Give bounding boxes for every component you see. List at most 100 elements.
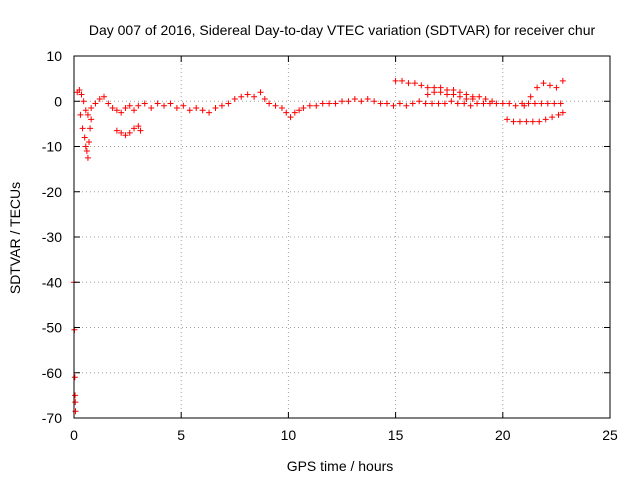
tick-labels: 0 5 10 15 20 25 -70 -60 -50 -40 -30 -20 -10 0 10 [42,48,618,443]
data-point [435,100,442,107]
data-point [251,93,258,100]
x-tick-label: 0 [70,427,78,443]
data-point [278,105,285,112]
data-point [553,84,560,91]
data-point [257,89,264,96]
data-points [71,77,566,415]
data-point [122,105,129,112]
data-point [199,107,206,114]
data-point [118,129,125,136]
data-point [351,95,358,102]
data-point [272,102,279,109]
data-point [504,116,511,123]
y-tick-label: -30 [42,229,62,245]
data-point [84,154,91,161]
data-point [71,374,78,381]
data-point [534,84,541,91]
data-point [345,98,352,105]
data-point [266,100,273,107]
data-point [549,114,556,121]
data-point [429,100,436,107]
data-point [424,91,431,98]
data-point [437,89,444,96]
data-point [384,100,391,107]
data-point [529,118,536,125]
data-point [527,93,534,100]
data-point [390,102,397,109]
data-point [358,98,365,105]
data-point [559,77,566,84]
data-point [551,100,558,107]
axis-ticks [73,55,611,419]
data-point [218,102,225,109]
data-point [525,100,532,107]
data-point [469,95,476,102]
data-point [122,132,129,139]
data-point [444,91,451,98]
data-point [557,100,564,107]
data-point [283,109,290,116]
data-point [339,98,345,105]
data-point [231,95,238,102]
x-tick-label: 20 [495,427,511,443]
data-point [167,100,174,107]
data-point [92,100,99,107]
data-point [88,116,95,123]
data-point [441,100,448,107]
data-point [480,100,487,107]
data-point [544,100,551,107]
data-point [291,109,298,116]
data-point [76,86,83,93]
data-point [536,118,543,125]
data-point [411,80,418,87]
y-tick-label: 10 [46,48,62,64]
data-point [173,105,180,112]
x-tick-label: 25 [602,427,618,443]
data-point [332,100,339,107]
series-outliers [71,279,79,415]
data-point [78,91,85,98]
data-point [467,102,474,109]
data-point [87,125,94,132]
data-point [456,93,463,100]
data-point [499,100,506,107]
data-point [141,100,148,107]
y-tick-label: -60 [42,365,62,381]
data-point [113,107,120,114]
series-upper-branch [392,77,496,105]
y-tick-label: -70 [42,410,62,426]
series-lower-branch [504,109,566,125]
data-point [392,77,399,84]
data-point [364,95,371,102]
data-point [326,100,333,107]
data-point [313,102,320,109]
data-point [476,93,483,100]
y-tick-label: -20 [42,184,62,200]
x-tick-label: 10 [281,427,297,443]
data-point [135,102,142,109]
data-point [424,84,431,91]
data-point [109,105,116,112]
data-point [300,105,307,112]
data-point [521,102,528,109]
data-point [131,107,138,114]
data-point [403,102,410,109]
data-point [506,100,513,107]
data-point [180,102,187,109]
data-point [546,82,553,89]
data-point [88,105,95,112]
data-point [137,127,144,134]
y-axis-label: SDTVAR / TECUs [7,182,23,294]
data-point [154,100,161,107]
data-point [126,129,133,136]
data-point [409,100,416,107]
data-point [540,80,547,87]
data-point [82,107,89,114]
series-late-early-segment [113,123,144,139]
data-point [493,100,500,107]
y-tick-label: -10 [42,139,62,155]
y-tick-label: 0 [54,93,62,109]
data-point [371,98,378,105]
data-point [84,111,91,118]
